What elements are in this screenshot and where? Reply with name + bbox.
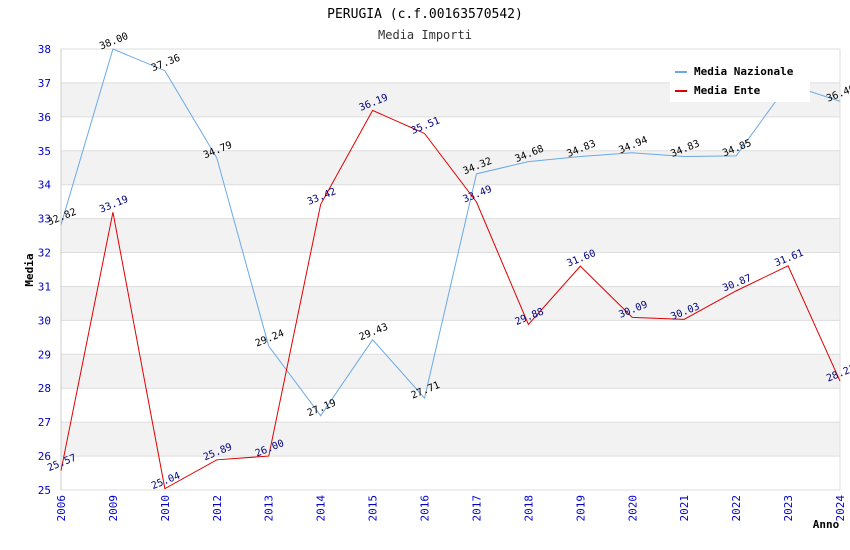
y-tick-label: 26	[38, 450, 51, 463]
data-label: 33.49	[462, 184, 494, 205]
x-tick-label: 2013	[263, 495, 276, 522]
data-label: 25.04	[150, 471, 182, 492]
grid-band	[61, 354, 840, 389]
x-tick-label: 2016	[419, 495, 432, 522]
x-tick-label: 2014	[315, 495, 328, 522]
y-tick-label: 28	[38, 382, 51, 395]
x-tick-label: 2022	[730, 495, 743, 522]
y-tick-label: 27	[38, 416, 51, 429]
x-tick-label: 2018	[522, 495, 535, 522]
x-tick-label: 2009	[107, 495, 120, 522]
y-tick-label: 30	[38, 314, 51, 327]
chart-subtitle: Media Importi	[378, 28, 472, 42]
y-tick-label: 38	[38, 43, 51, 56]
data-label: 33.19	[98, 194, 130, 215]
x-tick-label: 2012	[211, 495, 224, 522]
legend: Media Nazionale Media Ente	[670, 60, 810, 102]
data-label: 29.43	[358, 322, 390, 343]
x-tick-label: 2019	[574, 495, 587, 522]
y-tick-label: 36	[38, 111, 51, 124]
series-line-media-ente	[60, 109, 841, 490]
y-tick-label: 32	[38, 247, 51, 260]
y-axis-ticks: 25 26 27 28 29 30 31 32 33 34 35 36 37 38	[38, 43, 52, 497]
legend-label-media-ente: Media Ente	[694, 84, 761, 97]
y-tick-label: 31	[38, 280, 51, 293]
y-tick-label: 37	[38, 77, 51, 90]
chart-title: PERUGIA (c.f.00163570542)	[327, 7, 523, 22]
y-tick-label: 34	[38, 179, 52, 192]
legend-label-media-nazionale: Media Nazionale	[694, 65, 794, 78]
grid-band	[61, 286, 840, 321]
grid-band	[61, 422, 840, 457]
data-label: 27.19	[306, 398, 338, 419]
x-tick-label: 2023	[782, 495, 795, 522]
legend-box	[670, 60, 810, 102]
x-tick-label: 2021	[678, 495, 691, 522]
grid-bands	[61, 82, 840, 457]
x-tick-label: 2020	[626, 495, 639, 522]
y-axis-label: Media	[23, 253, 36, 286]
y-tick-label: 29	[38, 348, 51, 361]
x-tick-label: 2017	[470, 495, 483, 522]
data-label: 29.24	[254, 328, 286, 349]
series-lines	[60, 48, 841, 490]
x-tick-label: 2024	[834, 495, 847, 522]
x-axis-ticks: 2006 2009 2010 2012 2013 2014 2015 2016 2017 2018…	[55, 495, 847, 522]
grid-band	[61, 218, 840, 253]
x-tick-label: 2006	[55, 495, 68, 522]
y-tick-label: 25	[38, 484, 51, 497]
x-tick-label: 2010	[159, 495, 172, 522]
y-tick-label: 33	[38, 213, 51, 226]
data-label: 37.36	[150, 53, 182, 74]
y-tick-label: 35	[38, 145, 51, 158]
x-axis-label: Anno	[813, 518, 840, 531]
data-label: 35.51	[410, 115, 442, 136]
data-label: 33.42	[306, 186, 338, 207]
series-line-media-nazionale	[60, 48, 841, 417]
x-tick-label: 2015	[367, 495, 380, 522]
